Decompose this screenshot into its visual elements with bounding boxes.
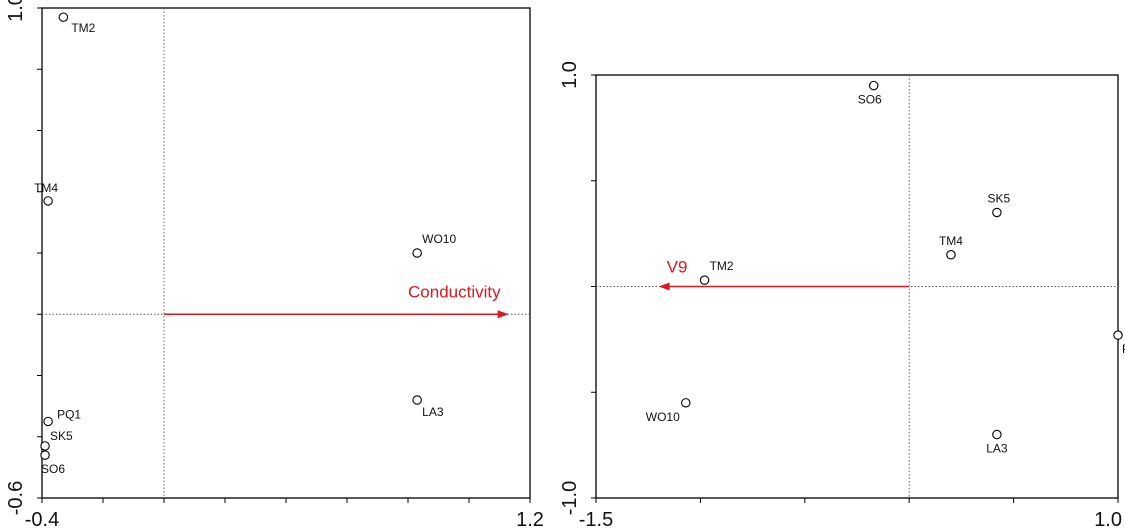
data-point [699,275,710,285]
point-label: LA3 [986,442,1008,456]
data-point [992,207,1002,218]
point-label: LA3 [422,405,444,419]
arrowhead [658,282,670,291]
data-point [868,80,879,91]
x-tick-label: 1.2 [516,509,544,530]
x-tick-label: -0.4 [25,509,59,530]
x-tick-label: -1.5 [579,509,613,530]
y-tick-label: -1.0 [559,481,581,515]
point-label: TM4 [939,234,963,248]
point-label: TM2 [710,259,734,273]
arrow-label: Conductivity [408,282,501,301]
y-tick-label: 1.0 [559,61,581,89]
point-label: SK5 [988,191,1011,205]
x-tick-label: 1.0 [1094,509,1122,530]
data-point [40,441,50,451]
data-point [412,395,422,405]
point-label: PQ1 [1122,342,1125,356]
data-point [58,12,69,22]
right-biplot: 1.0 -1.0-1.5 1.0 V9 SO6 SK5 TM4 TM2 PQ1 WO10 LA3 [559,61,1125,530]
point-label: TM2 [71,21,95,35]
data-point [992,429,1002,440]
point-label: WO10 [422,232,456,246]
arrow-label: V9 [667,258,688,277]
data-point [946,250,956,260]
left-biplot: 1.0 -0.6-0.4 1.2 Conductivity TM2 TM4 WO10 LA3 P… [5,0,544,530]
point-label: SO6 [858,93,882,107]
data-point [40,450,50,460]
data-point [1113,330,1123,340]
data-point [681,398,691,408]
arrowhead [497,310,509,319]
point-label: WO10 [646,410,680,424]
y-tick-label: 1.0 [5,0,27,22]
point-label: TM4 [34,181,58,195]
data-point [43,196,53,206]
y-tick-label: -0.6 [5,481,27,515]
data-point [412,248,422,258]
point-label: SO6 [41,462,65,476]
point-label: PQ1 [57,407,81,421]
point-label: SK5 [50,429,73,443]
plot-frame [41,7,531,499]
data-point [43,416,53,427]
